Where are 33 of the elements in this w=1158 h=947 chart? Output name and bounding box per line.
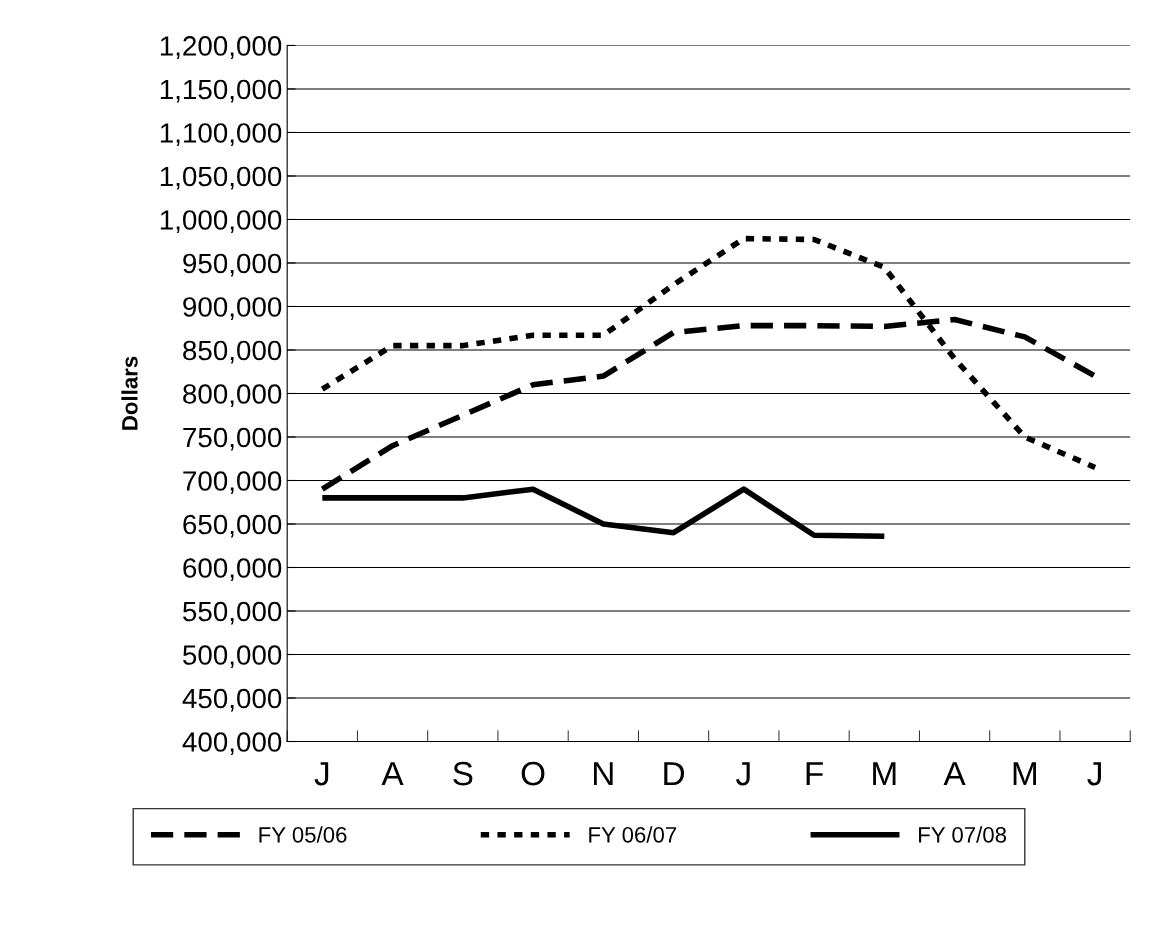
x-tick-label: M	[873, 762, 896, 786]
legend-label: FY 06/07	[589, 826, 677, 843]
y-tick-label: 1,100,000	[160, 123, 282, 147]
y-tick-label: 600,000	[183, 558, 282, 582]
y-tick-label: 1,200,000	[160, 36, 282, 60]
legend-label: FY 05/06	[259, 826, 347, 843]
y-tick-label: 1,050,000	[160, 166, 282, 190]
y-tick-label: 1,150,000	[160, 79, 282, 103]
y-axis-title: Dollars	[121, 356, 138, 430]
x-tick-label: M	[1013, 762, 1036, 786]
x-tick-label: D	[664, 762, 685, 786]
x-tick-label: A	[381, 762, 404, 786]
x-tick-label: S	[453, 761, 473, 786]
x-tick-label: J	[736, 762, 750, 786]
x-tick-label: J	[314, 762, 329, 786]
x-tick-label: N	[594, 762, 613, 786]
x-tick-label: F	[806, 762, 823, 786]
x-tick-label: O	[521, 761, 545, 786]
legend-label: FY 07/08	[919, 826, 1007, 843]
y-tick-label: 400,000	[182, 732, 282, 756]
x-tick-label: J	[1087, 762, 1101, 786]
y-tick-label: 650,000	[183, 514, 282, 538]
y-tick-label: 800,000	[183, 384, 282, 408]
x-tick-label: A	[943, 762, 966, 786]
y-tick-label: 950,000	[183, 253, 282, 277]
y-tick-label: 1,000,000	[160, 210, 282, 234]
y-tick-label: 700,000	[183, 471, 282, 495]
y-tick-label: 850,000	[183, 340, 282, 364]
y-tick-label: 500,000	[183, 645, 282, 669]
y-tick-label: 550,000	[183, 601, 282, 625]
y-tick-label: 750,000	[183, 427, 282, 451]
y-tick-label: 900,000	[183, 297, 282, 321]
y-tick-label: 450,000	[182, 688, 282, 712]
